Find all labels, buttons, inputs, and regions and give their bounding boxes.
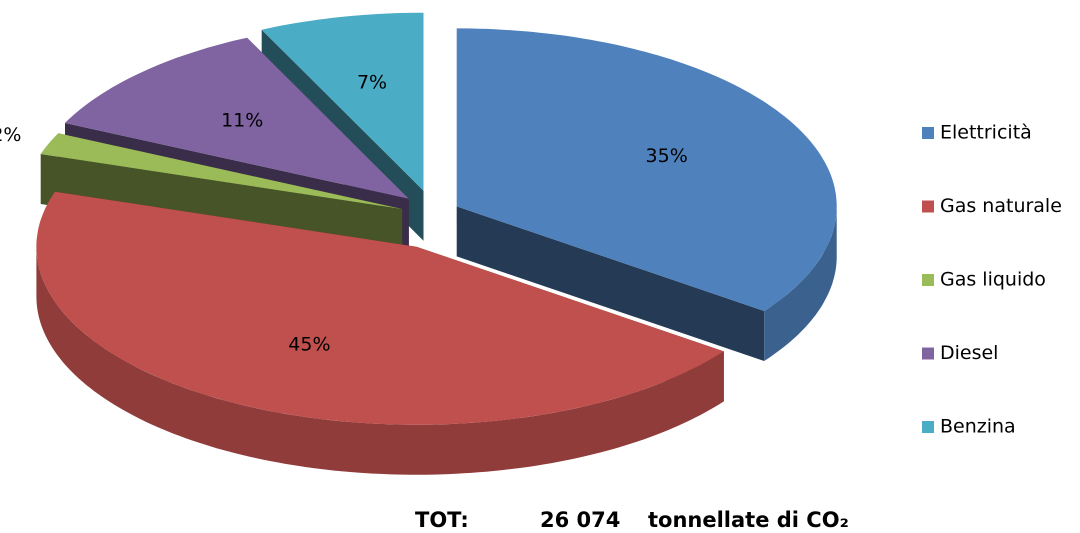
legend: Elettricità Gas naturale Gas liquido Diesel… <box>922 122 1062 438</box>
slice <box>456 28 837 312</box>
legend-swatch <box>922 421 934 433</box>
legend-swatch <box>922 127 934 139</box>
slice <box>261 12 424 191</box>
annotation: tonnellate di CO₂ <box>648 508 849 532</box>
legend-swatch <box>922 274 934 286</box>
pie: 35% 45% 2% 11% 7% <box>0 12 837 475</box>
slice <box>36 191 724 425</box>
legend-label: Gas naturale <box>940 195 1062 217</box>
slice-side <box>764 206 837 361</box>
legend-label: Benzina <box>940 416 1016 438</box>
data-label: 35% <box>646 145 688 167</box>
data-label: 45% <box>288 334 330 356</box>
data-label: 7% <box>357 72 387 94</box>
legend-label: Diesel <box>940 342 998 364</box>
slice-side <box>36 246 724 475</box>
legend-swatch <box>922 200 934 213</box>
slice <box>40 133 403 209</box>
legend-label: Elettricità <box>940 122 1032 144</box>
legend-swatch <box>922 347 934 360</box>
annotation: TOT: <box>415 508 469 532</box>
legend-label: Gas liquido <box>940 269 1046 291</box>
annotation: 26 074 <box>540 508 620 532</box>
data-label: 2% <box>0 124 21 146</box>
slice-side <box>456 206 765 361</box>
slice <box>65 37 409 199</box>
data-label: 11% <box>221 109 263 131</box>
